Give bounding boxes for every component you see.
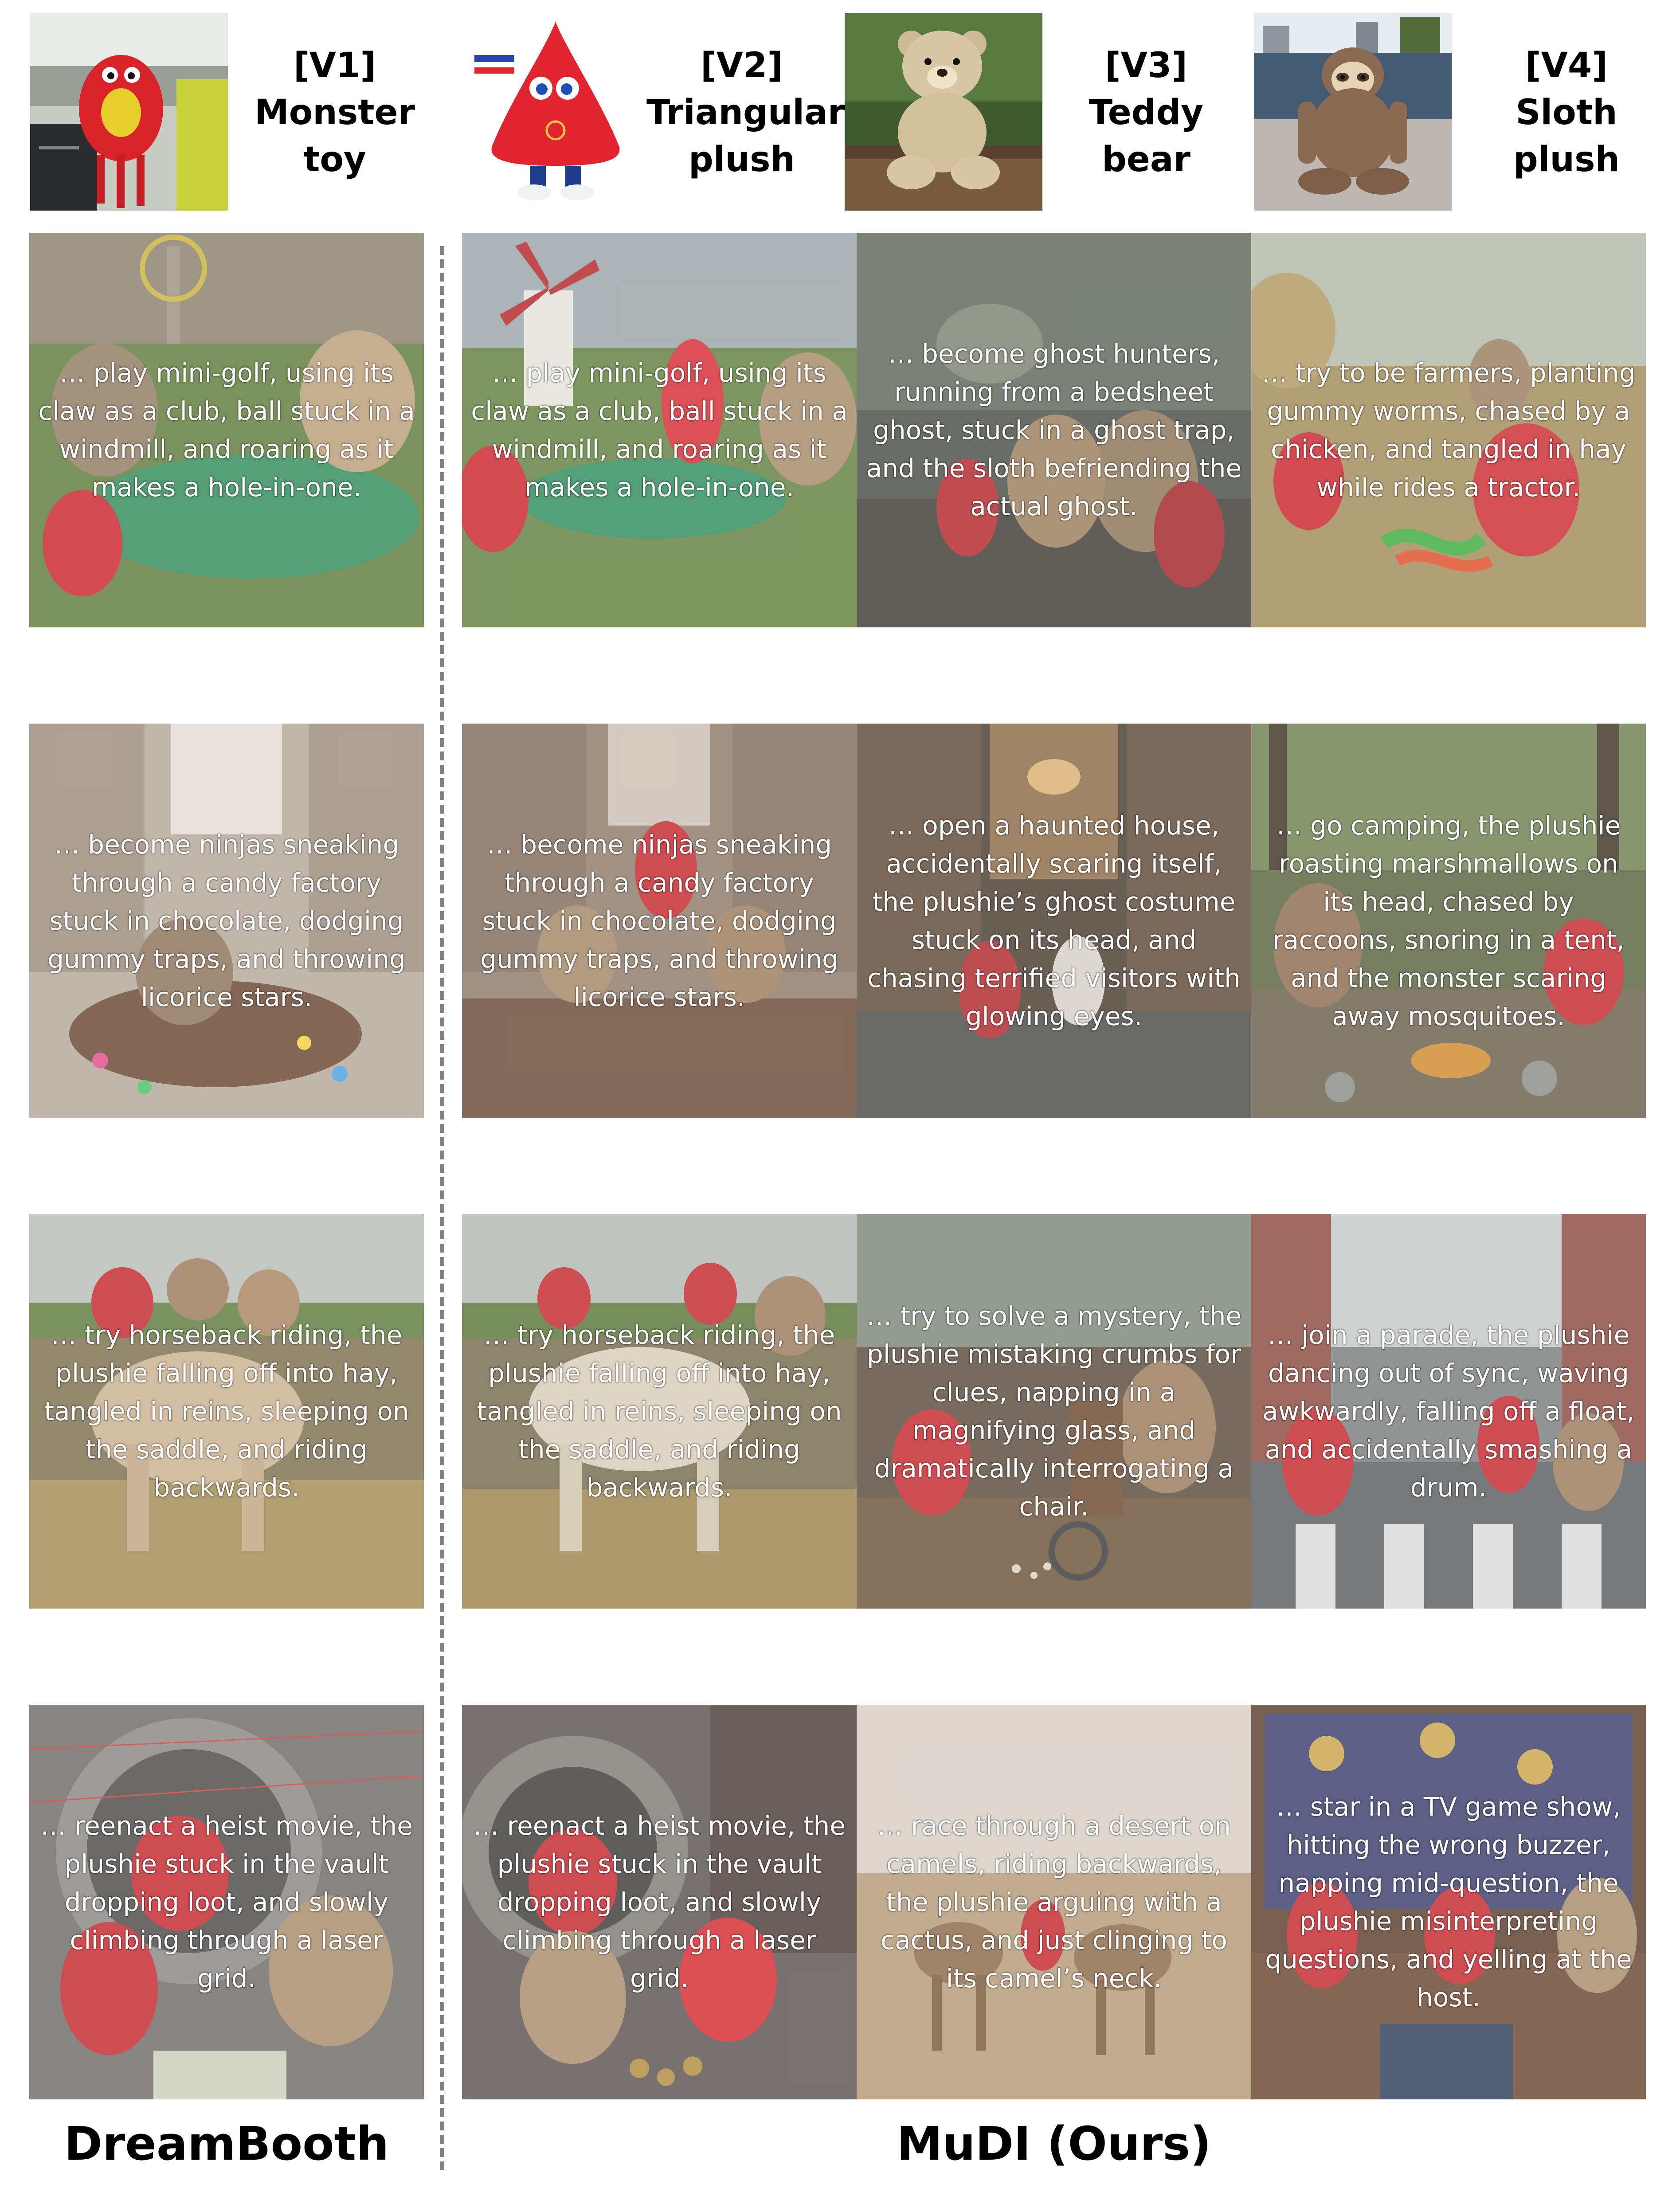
heist-vault-ours-scene-image [462,1705,857,2099]
tile-caption: … go camping, the plushie roasting marsh… [1272,810,1625,1031]
mudi-result-row2-col2: … open a haunted house, accidentally sca… [857,724,1251,1118]
triangular-plush-photo-icon [457,13,654,211]
mudi-result-row1-col1: … play mini-golf, using its claw as a cl… [462,233,857,627]
tile-caption: … join a parade, the plushie dancing out… [1262,1320,1635,1503]
mudi-result-row2-col3: … go camping, the plushie roasting marsh… [1251,724,1646,1118]
reference-name-line1: Monster [255,93,415,133]
camping-scene-image [1251,724,1646,1118]
reference-thumb-triangular-plush [457,13,654,211]
tile-overlay [29,1214,424,1609]
heist-vault-scene-image [29,1705,424,2099]
mini-golf-scene-image [29,233,424,627]
reference-name-line2: plush [688,140,795,180]
monster-toy-photo-icon [30,13,228,211]
tile-overlay [1251,233,1646,627]
reference-tag: [V3] [1105,46,1187,86]
tile-caption: … reenact a heist movie, the plushie stu… [473,1811,846,1993]
mudi-label: MuDI (Ours) [897,2117,1211,2171]
mudi-result-row2-col1: … become ninjas sneaking through a candy… [462,724,857,1118]
tile-overlay [462,1214,857,1609]
tile-caption: … try to solve a mystery, the plushie mi… [866,1301,1242,1522]
reference-name-line2: bear [1102,140,1190,180]
dreambooth-result-row4: … reenact a heist movie, the plushie stu… [29,1705,424,2099]
tile-overlay [857,1214,1251,1609]
mudi-result-row4-col1: … reenact a heist movie, the plushie stu… [462,1705,857,2099]
reference-name-line1: Triangular [646,93,845,133]
mudi-result-row4-col2: … race through a desert on camels, ridin… [857,1705,1251,2099]
tile-overlay [1251,1705,1646,2099]
tile-overlay [857,1705,1251,2099]
dreambooth-label: DreamBooth [64,2117,389,2171]
tile-caption: … become ghost hunters, running from a b… [866,339,1242,521]
reference-name-line2: toy [303,140,366,180]
tile-overlay [857,233,1251,627]
reference-name-line1: Teddy [1089,93,1204,133]
teddy-bear-photo-icon [845,13,1042,211]
reference-label-v1: [V1] Monster toy [239,42,430,183]
horseback-riding-scene-image [29,1214,424,1609]
tile-caption: … play mini-golf, using its claw as a cl… [471,358,848,502]
reference-label-v2: [V2] Triangular plush [646,42,845,183]
mudi-result-row3-col3: … join a parade, the plushie dancing out… [1251,1214,1646,1609]
dreambooth-result-row3: … try horseback riding, the plushie fall… [29,1214,424,1609]
reference-name-line1: Sloth [1515,93,1617,133]
dreambooth-result-row2: … become ninjas sneaking through a candy… [29,724,424,1118]
mudi-result-row4-col3: … star in a TV game show, hitting the wr… [1251,1705,1646,2099]
reference-tag: [V2] [701,46,783,86]
tile-caption: … become ninjas sneaking through a candy… [480,830,838,1012]
tile-caption: … star in a TV game show, hitting the wr… [1265,1792,1632,2012]
mudi-result-row1-col3: … try to be farmers, planting gummy worm… [1251,233,1646,627]
tv-game-show-scene-image [1251,1705,1646,2099]
mudi-result-row3-col2: … try to solve a mystery, the plushie mi… [857,1214,1251,1609]
ghost-hunters-scene-image [857,233,1251,627]
reference-thumb-sloth-plush [1254,13,1452,211]
tile-overlay [1251,1214,1646,1609]
mudi-result-row1-col2: … become ghost hunters, running from a b… [857,233,1251,627]
reference-name-line2: plush [1513,140,1620,180]
reference-tag: [V1] [294,46,376,86]
mystery-scene-image [857,1214,1251,1609]
tile-caption: … become ninjas sneaking through a candy… [47,830,406,1012]
candy-factory-ninjas-scene-image [462,724,857,1118]
dreambooth-result-row1: … play mini-golf, using its claw as a cl… [29,233,424,627]
tile-caption: … race through a desert on camels, ridin… [877,1811,1231,1993]
candy-factory-scene-image [29,724,424,1118]
mudi-result-row3-col1: … try horseback riding, the plushie fall… [462,1214,857,1609]
reference-tag: [V4] [1525,46,1608,86]
tile-caption: … open a haunted house, accidentally sca… [867,810,1241,1031]
parade-scene-image [1251,1214,1646,1609]
reference-thumb-teddy-bear [845,13,1042,211]
tile-overlay [29,724,424,1118]
tile-caption: … try horseback riding, the plushie fall… [477,1320,842,1503]
reference-label-v3: [V3] Teddy bear [1051,42,1241,183]
horseback-riding-ours-scene-image [462,1214,857,1609]
tile-overlay [462,233,857,627]
farmers-scene-image [1251,233,1646,627]
tile-caption: … try to be farmers, planting gummy worm… [1261,358,1636,502]
reference-label-v4: [V4] Sloth plush [1471,42,1662,183]
reference-thumb-monster-toy [30,13,228,211]
haunted-house-scene-image [857,724,1251,1118]
desert-camels-scene-image [857,1705,1251,2099]
tile-overlay [1251,724,1646,1118]
sloth-plush-photo-icon [1254,13,1452,211]
tile-overlay [29,1705,424,2099]
tile-overlay [857,724,1251,1118]
tile-overlay [462,724,857,1118]
tile-caption: … reenact a heist movie, the plushie stu… [40,1811,413,1993]
mini-golf-windmill-scene-image [462,233,857,627]
tile-caption: … play mini-golf, using its claw as a cl… [38,358,415,502]
method-divider [440,246,444,2170]
tile-overlay [29,233,424,627]
tile-caption: … try horseback riding, the plushie fall… [44,1320,409,1503]
tile-overlay [462,1705,857,2099]
